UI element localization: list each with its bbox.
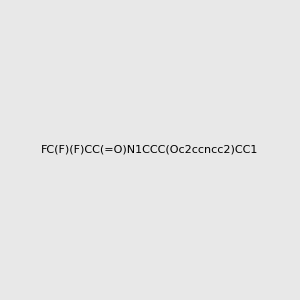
Text: FC(F)(F)CC(=O)N1CCC(Oc2ccncc2)CC1: FC(F)(F)CC(=O)N1CCC(Oc2ccncc2)CC1 (41, 145, 259, 155)
